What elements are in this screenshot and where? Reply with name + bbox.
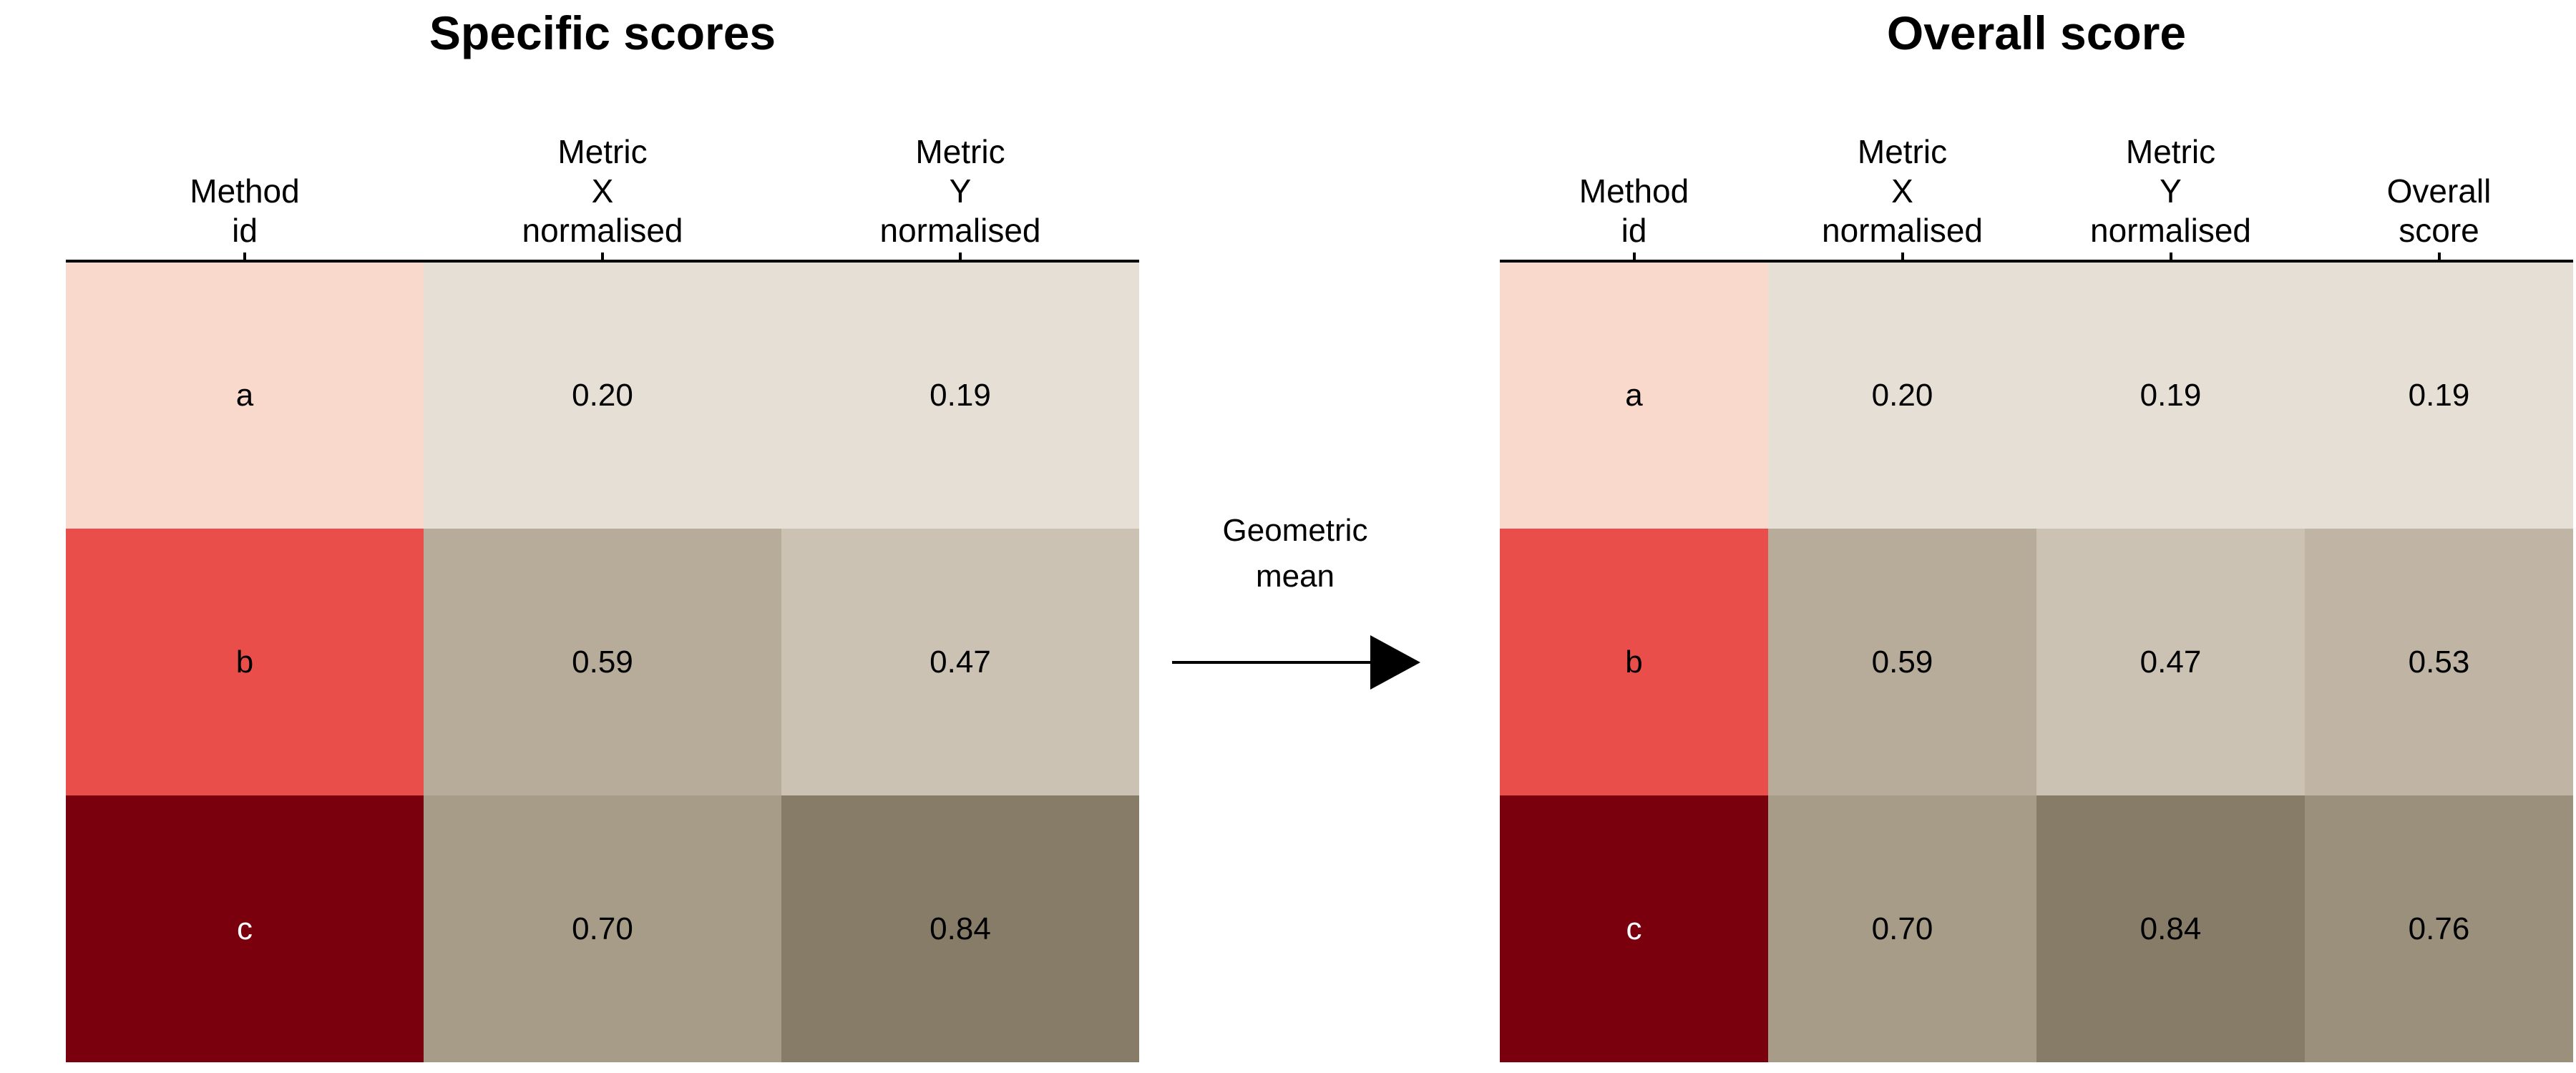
right-header-overall-score: Overall score: [2386, 172, 2492, 249]
left-cell-b-metric-y: 0.47: [781, 529, 1139, 795]
right-cell-a-overall-score: 0.19: [2305, 263, 2573, 529]
left-cell-c-metric-x: 0.70: [424, 795, 781, 1062]
left-tick-metric-x: [601, 253, 604, 263]
right-cell-c-id: c: [1500, 795, 1768, 1062]
right-header-metric-x: Metric X normalised: [1822, 133, 1983, 249]
left-cell-b-id: b: [66, 529, 424, 795]
right-cell-b-metric-y: 0.47: [2036, 529, 2305, 795]
left-cell-a-metric-y: 0.19: [781, 263, 1139, 529]
left-cell-a-metric-x: 0.20: [424, 263, 781, 529]
right-cell-a-metric-y: 0.19: [2036, 263, 2305, 529]
left-cell-b-metric-x: 0.59: [424, 529, 781, 795]
right-cell-a-metric-x: 0.20: [1768, 263, 2036, 529]
right-header-metric-y: Metric Y normalised: [2090, 133, 2251, 249]
left-tick-metric-y: [959, 253, 962, 263]
right-tick-method-id: [1633, 253, 1636, 263]
right-header-method-id: Method id: [1579, 172, 1689, 249]
left-header-metric-y: Metric Y normalised: [879, 133, 1041, 249]
right-cell-c-metric-y: 0.84: [2036, 795, 2305, 1062]
right-arrow-icon: [1172, 635, 1420, 690]
right-cell-a-id: a: [1500, 263, 1768, 529]
left-cell-c-metric-y: 0.84: [781, 795, 1139, 1062]
left-header-metric-x: Metric X normalised: [522, 133, 683, 249]
left-cell-c-id: c: [66, 795, 424, 1062]
right-tick-overall-score: [2438, 253, 2441, 263]
left-cell-a-id: a: [66, 263, 424, 529]
left-panel-title: Specific scores: [429, 6, 776, 59]
right-axis-line: [1500, 260, 2573, 263]
right-cell-c-metric-x: 0.70: [1768, 795, 2036, 1062]
left-tick-method-id: [243, 253, 246, 263]
right-cell-b-id: b: [1500, 529, 1768, 795]
right-tick-metric-x: [1901, 253, 1904, 263]
left-header-method-id: Method id: [190, 172, 300, 249]
geometric-mean-label: Geometric mean: [1222, 513, 1368, 594]
right-cell-c-overall-score: 0.76: [2305, 795, 2573, 1062]
right-cell-b-metric-x: 0.59: [1768, 529, 2036, 795]
right-tick-metric-y: [2170, 253, 2172, 263]
right-panel-title: Overall score: [1886, 6, 2187, 59]
right-cell-b-overall-score: 0.53: [2305, 529, 2573, 795]
